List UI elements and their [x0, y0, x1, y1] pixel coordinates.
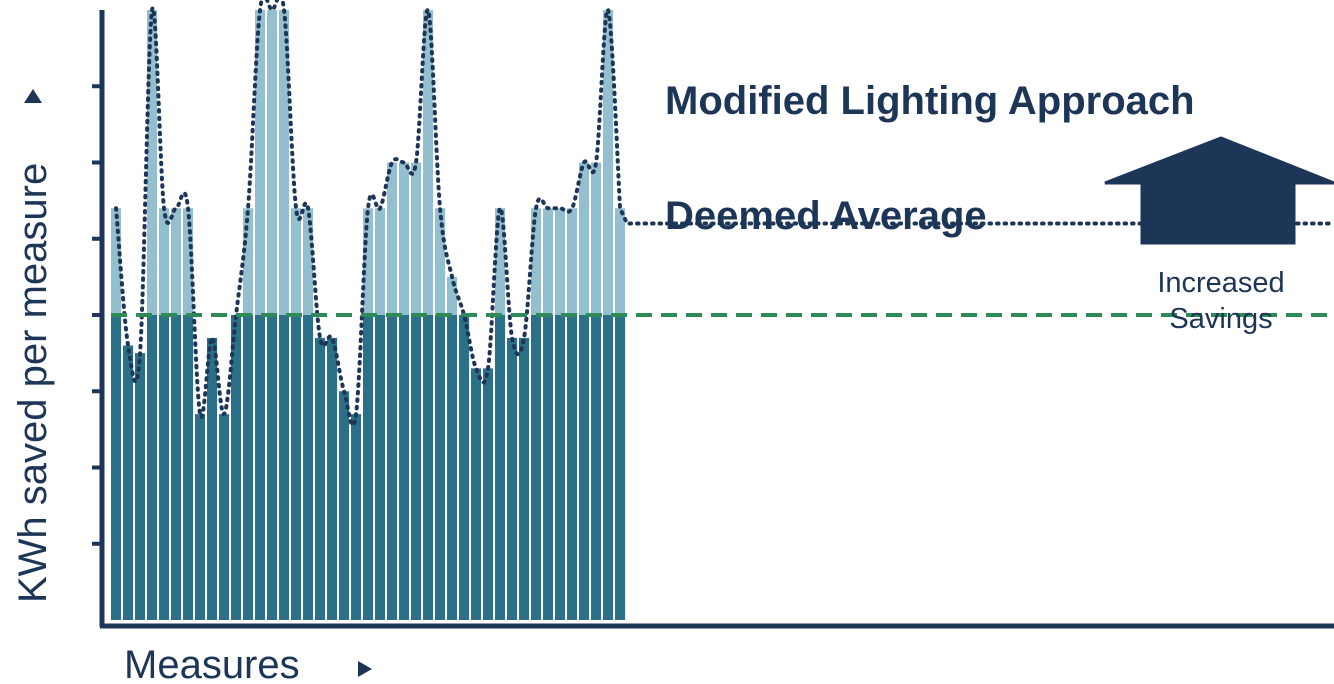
bar-37	[543, 315, 554, 620]
bar-30	[459, 315, 470, 620]
marks-group	[111, 0, 1334, 428]
legend-deemed-label: Deemed Average	[665, 194, 987, 238]
bar-12	[243, 315, 254, 620]
bar-10	[219, 414, 230, 620]
bar-42-above	[603, 10, 614, 315]
bar-18	[315, 337, 326, 620]
bar-14	[267, 315, 278, 620]
bar-36	[531, 315, 542, 620]
bar-39	[567, 315, 578, 620]
y-axis-arrow-icon	[24, 89, 42, 103]
bar-28	[435, 315, 446, 620]
bar-43	[615, 315, 626, 620]
bar-13	[255, 315, 266, 620]
bar-16-above	[291, 208, 302, 315]
bar-38	[555, 315, 566, 620]
bar-5-above	[159, 208, 170, 315]
bar-24	[387, 315, 398, 620]
bar-35	[519, 337, 530, 620]
legend-modified-label: Modified Lighting Approach	[665, 79, 1195, 123]
bar-40-above	[579, 162, 590, 315]
up-arrow-icon	[1104, 136, 1334, 245]
x-axis-arrow-icon	[358, 661, 372, 677]
bar-12-above	[243, 208, 254, 315]
bar-15	[279, 315, 290, 620]
bar-43-above	[615, 208, 626, 315]
bar-29-above	[447, 276, 458, 315]
bar-29	[447, 315, 458, 620]
bar-7	[183, 315, 194, 620]
bar-23-above	[375, 208, 386, 315]
bar-33-above	[495, 208, 506, 315]
bar-28-above	[435, 208, 446, 315]
bar-1	[111, 315, 122, 620]
bar-38-above	[555, 208, 566, 315]
bar-41-above	[591, 162, 602, 315]
annotation-line2: Savings	[1169, 303, 1272, 335]
bar-16	[291, 315, 302, 620]
bar-22	[363, 315, 374, 620]
x-axis-label: Measures	[124, 643, 300, 684]
y-axis-label: KWh saved per measure	[11, 163, 55, 603]
bar-24-above	[387, 162, 398, 315]
bar-19	[327, 337, 338, 620]
bar-1-above	[111, 208, 122, 315]
bar-25	[399, 315, 410, 620]
modified-lighting-line	[114, 0, 1334, 428]
bar-4	[147, 315, 158, 620]
bar-3	[135, 353, 146, 620]
bar-7-above	[183, 208, 194, 315]
bar-4-above	[147, 10, 158, 315]
bar-9	[207, 337, 218, 620]
bar-25-above	[399, 162, 410, 315]
bar-15-above	[279, 10, 290, 315]
bar-26	[411, 315, 422, 620]
bar-37-above	[543, 208, 554, 315]
y-axis-ticks	[92, 84, 102, 546]
bar-32	[483, 368, 494, 620]
bar-20	[339, 391, 350, 620]
bar-42	[603, 315, 614, 620]
bar-11	[231, 315, 242, 620]
bar-27-above	[423, 10, 434, 315]
bar-39-above	[567, 208, 578, 315]
bar-23	[375, 315, 386, 620]
bar-13-above	[255, 10, 266, 315]
y-axis-label-group: KWh saved per measure	[11, 89, 55, 603]
bar-22-above	[363, 208, 374, 315]
bar-27	[423, 315, 434, 620]
bars-group	[111, 10, 626, 620]
bar-40	[579, 315, 590, 620]
bar-36-above	[531, 208, 542, 315]
annotation-line1: Increased	[1157, 267, 1284, 299]
bar-21	[351, 414, 362, 620]
bar-31	[471, 368, 482, 620]
bar-17	[303, 315, 314, 620]
bar-34	[507, 337, 518, 620]
bar-17-above	[303, 208, 314, 315]
bar-6-above	[171, 208, 182, 315]
bar-8	[195, 414, 206, 620]
bar-6	[171, 315, 182, 620]
bar-2	[123, 345, 134, 620]
bar-14-above	[267, 10, 278, 315]
bar-5	[159, 315, 170, 620]
bar-41	[591, 315, 602, 620]
bar-33	[495, 315, 506, 620]
bar-26-above	[411, 162, 422, 315]
